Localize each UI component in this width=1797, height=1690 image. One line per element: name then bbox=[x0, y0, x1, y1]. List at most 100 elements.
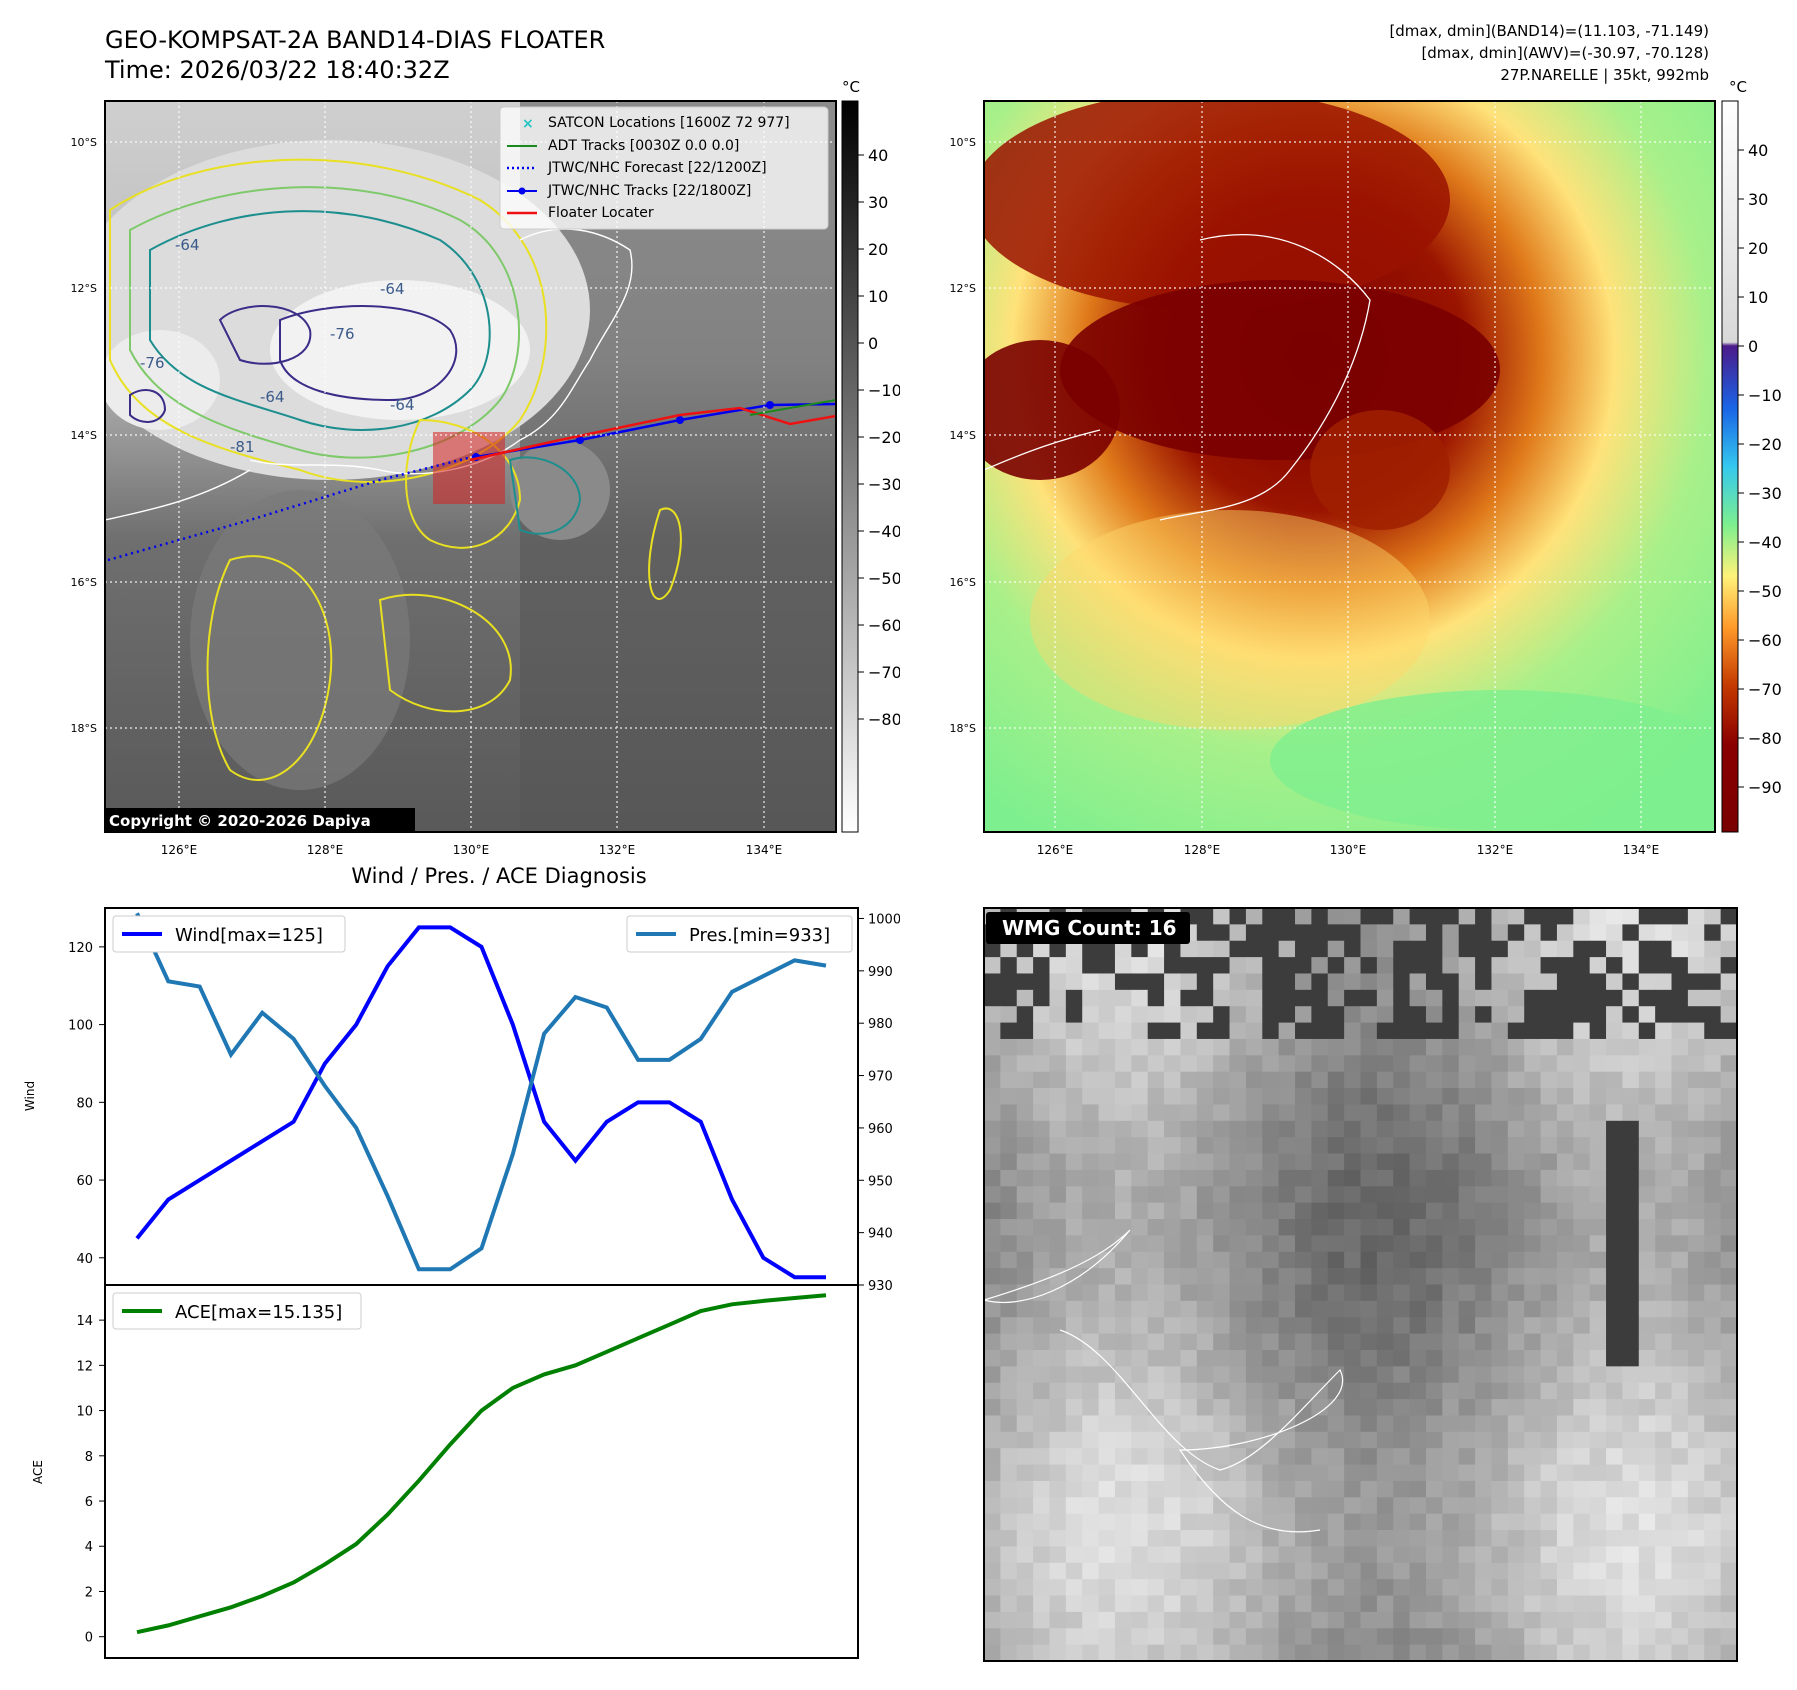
wind-axis-label: Wind bbox=[23, 1081, 37, 1111]
awv-colorbar-tick: −80 bbox=[1748, 729, 1782, 748]
svg-text:12°S: 12°S bbox=[71, 282, 97, 295]
svg-text:128°E: 128°E bbox=[307, 843, 344, 857]
awv-colorbar-ticks: 40 30 20 10 0 −10 −20 −30 −40 −50 −60 −70 −80 −90 bbox=[1738, 141, 1782, 797]
pressure-tick: 990 bbox=[868, 965, 893, 980]
svg-text:126°E: 126°E bbox=[161, 843, 198, 857]
pressure-tick: 960 bbox=[868, 1122, 893, 1137]
svg-text:10°S: 10°S bbox=[71, 136, 97, 149]
diagnosis-title: Wind / Pres. / ACE Diagnosis bbox=[351, 864, 647, 888]
ir-imagery bbox=[105, 101, 836, 832]
contour-label: -64 bbox=[380, 280, 405, 298]
ir-legend: × SATCON Locations [1600Z 72 977] ADT Tr… bbox=[499, 106, 829, 230]
ir-colorbar-tick: −20 bbox=[868, 428, 900, 447]
legend-satcon: SATCON Locations [1600Z 72 977] bbox=[548, 115, 790, 131]
figure-time: Time: 2026/03/22 18:40:32Z bbox=[105, 56, 450, 84]
pressure-tick: 980 bbox=[868, 1017, 893, 1032]
ace-axis-label: ACE bbox=[31, 1460, 45, 1484]
awv-colorbar-tick: −20 bbox=[1748, 435, 1782, 454]
awv-colorbar bbox=[1721, 100, 1739, 833]
ace-legend: ACE[max=15.135] bbox=[175, 1302, 342, 1323]
ir-colorbar-tick: 30 bbox=[868, 193, 888, 212]
svg-text:10°S: 10°S bbox=[950, 136, 976, 149]
ir-colorbar-tick: −10 bbox=[868, 381, 900, 400]
stat-storm: 27P.NARELLE | 35kt, 992mb bbox=[1500, 66, 1709, 84]
awv-colorbar-unit: °C bbox=[1729, 78, 1747, 96]
contour-label: -64 bbox=[390, 396, 415, 414]
contour-label: -76 bbox=[140, 354, 165, 372]
awv-colorbar-tick: −70 bbox=[1748, 680, 1782, 699]
ace-tick: 2 bbox=[85, 1585, 93, 1600]
awv-colorbar-tick: −60 bbox=[1748, 631, 1782, 650]
wind-tick: 100 bbox=[68, 1019, 93, 1034]
legend-adt: ADT Tracks [0030Z 0.0 0.0] bbox=[548, 138, 739, 154]
awv-lat-ticks: 10°S 12°S 14°S 16°S 18°S bbox=[950, 136, 976, 735]
diagnosis-charts: 4060801001209309409509609709809901000Win… bbox=[23, 907, 900, 1659]
awv-colorbar-tick: 30 bbox=[1748, 190, 1768, 209]
ir-colorbar-tick: −60 bbox=[868, 616, 900, 635]
awv-colorbar-tick: 20 bbox=[1748, 239, 1768, 258]
ir-colorbar bbox=[841, 100, 859, 833]
svg-text:14°S: 14°S bbox=[950, 429, 976, 442]
svg-text:16°S: 16°S bbox=[71, 576, 97, 589]
svg-text:130°E: 130°E bbox=[1330, 843, 1367, 857]
copyright-badge: Copyright © 2020-2026 Dapiya bbox=[109, 812, 371, 830]
floater-locater-box bbox=[433, 432, 505, 504]
ir-colorbar-tick: 10 bbox=[868, 287, 888, 306]
ir-colorbar-tick: −40 bbox=[868, 522, 900, 541]
ace-tick: 8 bbox=[85, 1450, 93, 1465]
forecast-track bbox=[107, 453, 481, 562]
ace-chart: 0 2 4 6 8 10 12 14 ACE ACE[max=15.135] bbox=[31, 1284, 859, 1659]
pressure-tick: 930 bbox=[868, 1279, 893, 1294]
ir-colorbar-tick: 20 bbox=[868, 240, 888, 259]
awv-lon-ticks: 126°E 128°E 130°E 132°E 134°E bbox=[1037, 843, 1660, 857]
wmg-panel: WMG Count: 16 bbox=[983, 907, 1738, 1662]
ir-colorbar-tick: −80 bbox=[868, 710, 900, 729]
ace-tick: 6 bbox=[85, 1495, 93, 1510]
svg-text:132°E: 132°E bbox=[599, 843, 636, 857]
ir-colorbar-tick: 40 bbox=[868, 146, 888, 165]
legend-floater: Floater Locater bbox=[548, 205, 654, 221]
ir-colorbar-tick: 0 bbox=[868, 334, 878, 353]
ir-colorbar-ticks: 40 30 20 10 0 −10 −20 −30 −40 −50 −60 −70 −80 bbox=[858, 146, 900, 729]
wind-legend: Wind[max=125] bbox=[175, 925, 323, 946]
awv-imagery bbox=[984, 101, 1715, 832]
ace-tick: 4 bbox=[85, 1540, 93, 1555]
awv-colorbar-tick: −40 bbox=[1748, 533, 1782, 552]
awv-colorbar-tick: −10 bbox=[1748, 386, 1782, 405]
wind-pressure-chart: 40 60 80 100 120 930 940 950 960 970 980 990 1000 Win… bbox=[23, 907, 900, 1294]
awv-colorbar-tick: −90 bbox=[1748, 778, 1782, 797]
contour-label: -64 bbox=[175, 236, 200, 254]
awv-colorbar-tick: 0 bbox=[1748, 337, 1758, 356]
contour-label: -64 bbox=[260, 388, 285, 406]
ace-tick: 12 bbox=[76, 1359, 93, 1374]
legend-forecast: JTWC/NHC Forecast [22/1200Z] bbox=[547, 160, 767, 176]
ace-tick: 10 bbox=[76, 1405, 93, 1420]
stat-awv: [dmax, dmin](AWV)=(-30.97, -70.128) bbox=[1421, 44, 1709, 62]
wind-tick: 60 bbox=[76, 1174, 93, 1189]
wind-tick: 40 bbox=[76, 1252, 93, 1267]
wmg-badge bbox=[986, 912, 1190, 944]
svg-text:132°E: 132°E bbox=[1477, 843, 1514, 857]
pressure-tick: 940 bbox=[868, 1227, 893, 1242]
wind-tick: 120 bbox=[68, 941, 93, 956]
svg-text:126°E: 126°E bbox=[1037, 843, 1074, 857]
svg-text:130°E: 130°E bbox=[453, 843, 490, 857]
svg-text:128°E: 128°E bbox=[1184, 843, 1221, 857]
svg-text:16°S: 16°S bbox=[950, 576, 976, 589]
ir-lat-ticks: 10°S 12°S 14°S 16°S 18°S bbox=[71, 136, 97, 735]
ace-tick: 14 bbox=[76, 1314, 93, 1329]
ir-colorbar-tick: −70 bbox=[868, 663, 900, 682]
ace-series-line bbox=[136, 1293, 827, 1635]
svg-text:18°S: 18°S bbox=[950, 722, 976, 735]
svg-text:14°S: 14°S bbox=[71, 429, 97, 442]
awv-colorbar-tick: −30 bbox=[1748, 484, 1782, 503]
wmg-imagery bbox=[984, 908, 1737, 1661]
pressure-series-line bbox=[135, 912, 827, 1272]
svg-text:12°S: 12°S bbox=[950, 282, 976, 295]
pressure-legend: Pres.[min=933] bbox=[689, 925, 830, 946]
ir-colorbar-tick: −30 bbox=[868, 475, 900, 494]
awv-map-panel: 10°S12°S 14°S16°S 18°S 126°E 128°E 130°E 1… bbox=[950, 78, 1782, 857]
ir-map-panel: -64 -64 -76 -76 -64 -64 -81 × SATCON Loc… bbox=[71, 78, 900, 857]
svg-text:134°E: 134°E bbox=[1623, 843, 1660, 857]
awv-colorbar-tick: 10 bbox=[1748, 288, 1768, 307]
